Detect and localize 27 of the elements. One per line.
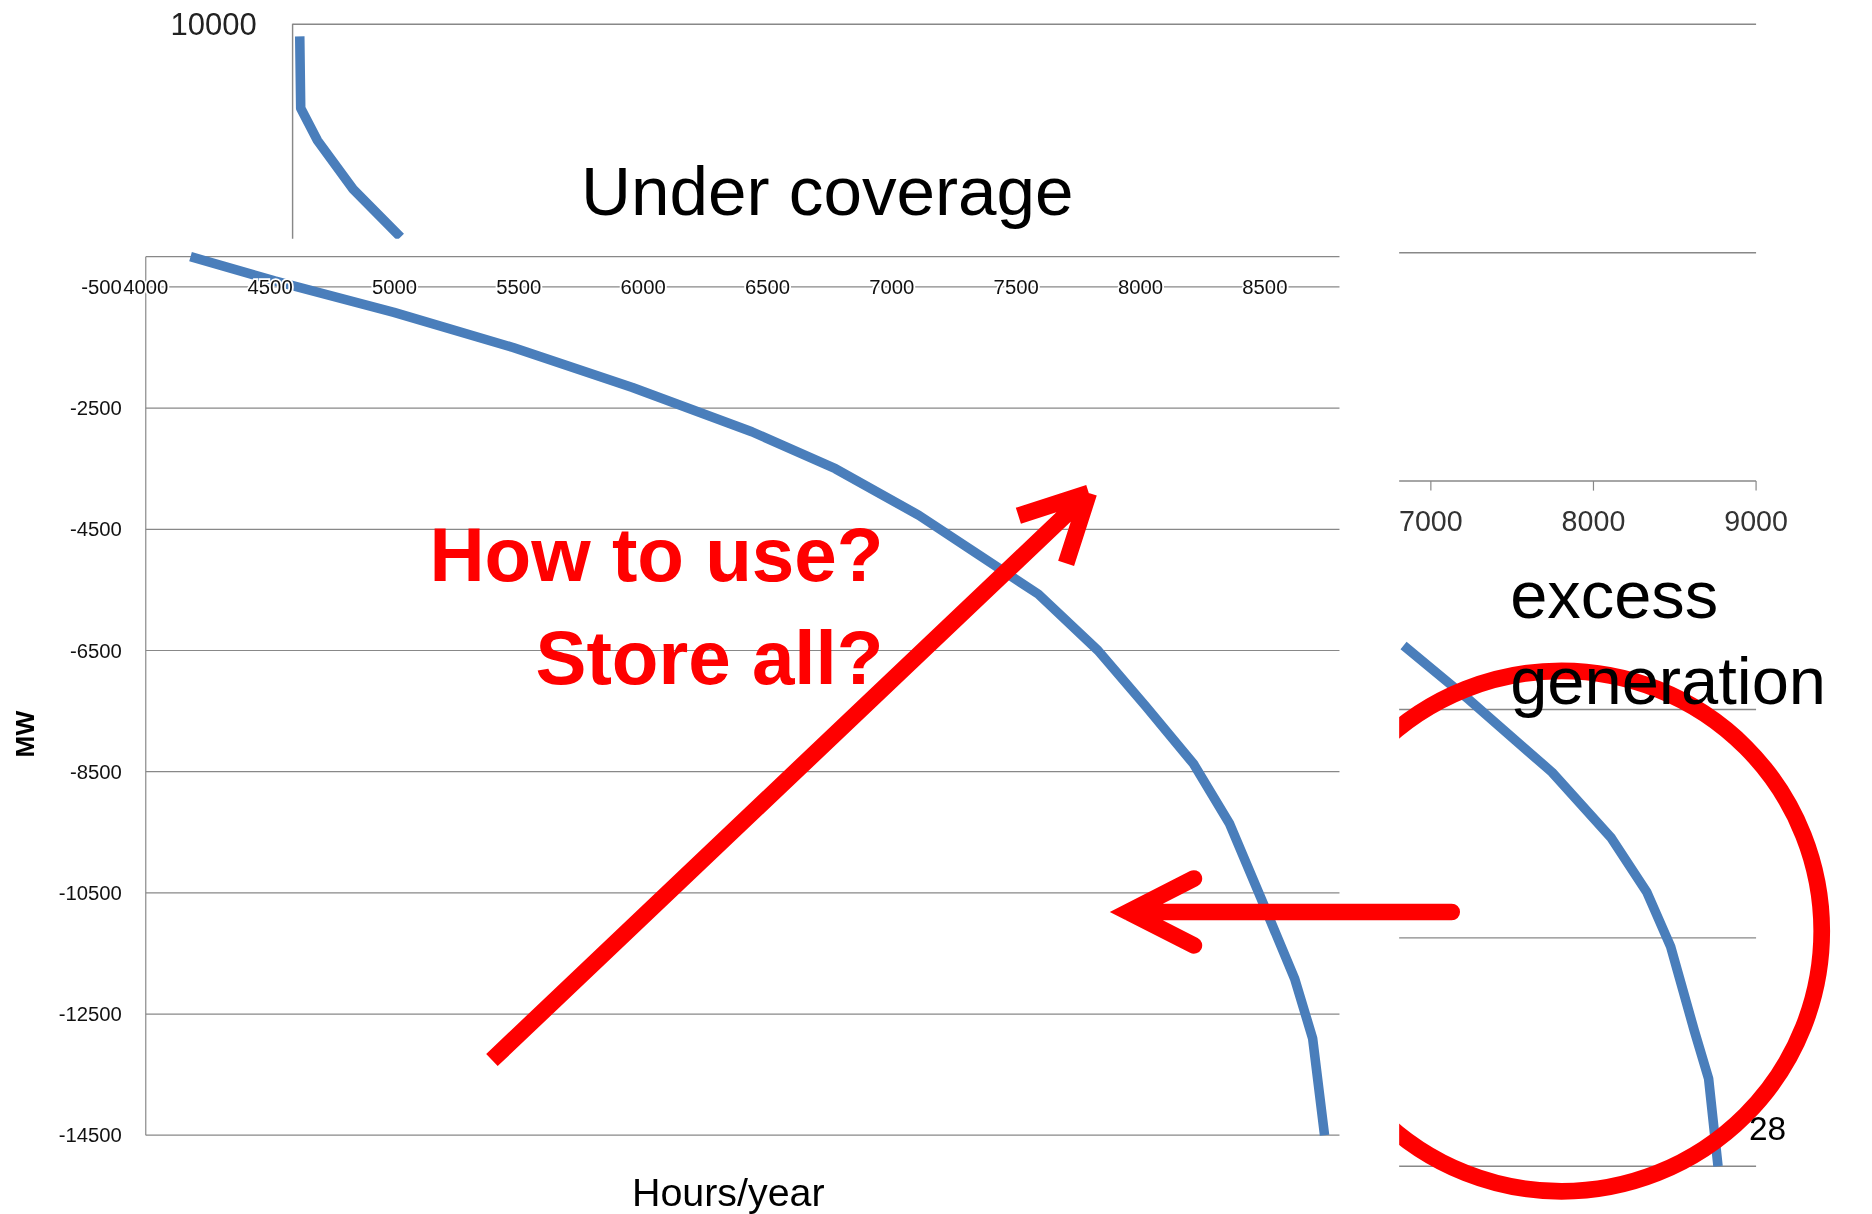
x-tick-label: 5000 bbox=[371, 276, 418, 299]
y-tick-label: -12500 bbox=[58, 1003, 122, 1026]
x-tick-label: 5500 bbox=[496, 276, 542, 299]
x-tick-label: 6500 bbox=[744, 276, 791, 299]
y-tick-label: -14500 bbox=[58, 1124, 122, 1147]
text: 10000 bbox=[170, 6, 257, 42]
x-tick-label: 9000 bbox=[1724, 505, 1788, 538]
x-tick-label: 7500 bbox=[993, 276, 1039, 299]
y-tick-label: -8500 bbox=[70, 760, 122, 783]
x-tick-label: 8000 bbox=[1561, 505, 1626, 538]
y-axis-title: MW bbox=[9, 710, 40, 758]
annotation: How to use? Store all? bbox=[429, 512, 884, 700]
x-tick-label: 6000 bbox=[620, 276, 666, 299]
x-tick-label: 4500 bbox=[247, 276, 293, 299]
y-tick-label: -2500 bbox=[70, 397, 122, 420]
x-tick-label: 8500 bbox=[1242, 276, 1288, 299]
x-axis-title: Hours/year bbox=[632, 1169, 825, 1214]
annotation: 28 bbox=[1748, 1109, 1787, 1147]
annotation: Under coverage bbox=[581, 151, 1074, 230]
y-tick-label: -10500 bbox=[58, 881, 122, 904]
x-tick-label: 8000 bbox=[1117, 276, 1164, 299]
x-tick-label: 7000 bbox=[869, 276, 915, 299]
y-tick-label: -4500 bbox=[70, 518, 122, 541]
y-tick-label: -500 bbox=[81, 276, 122, 299]
x-tick-label: 4000 bbox=[123, 276, 169, 299]
x-tick-label: 7000 bbox=[1399, 505, 1463, 538]
y-tick-label: -6500 bbox=[70, 639, 122, 662]
